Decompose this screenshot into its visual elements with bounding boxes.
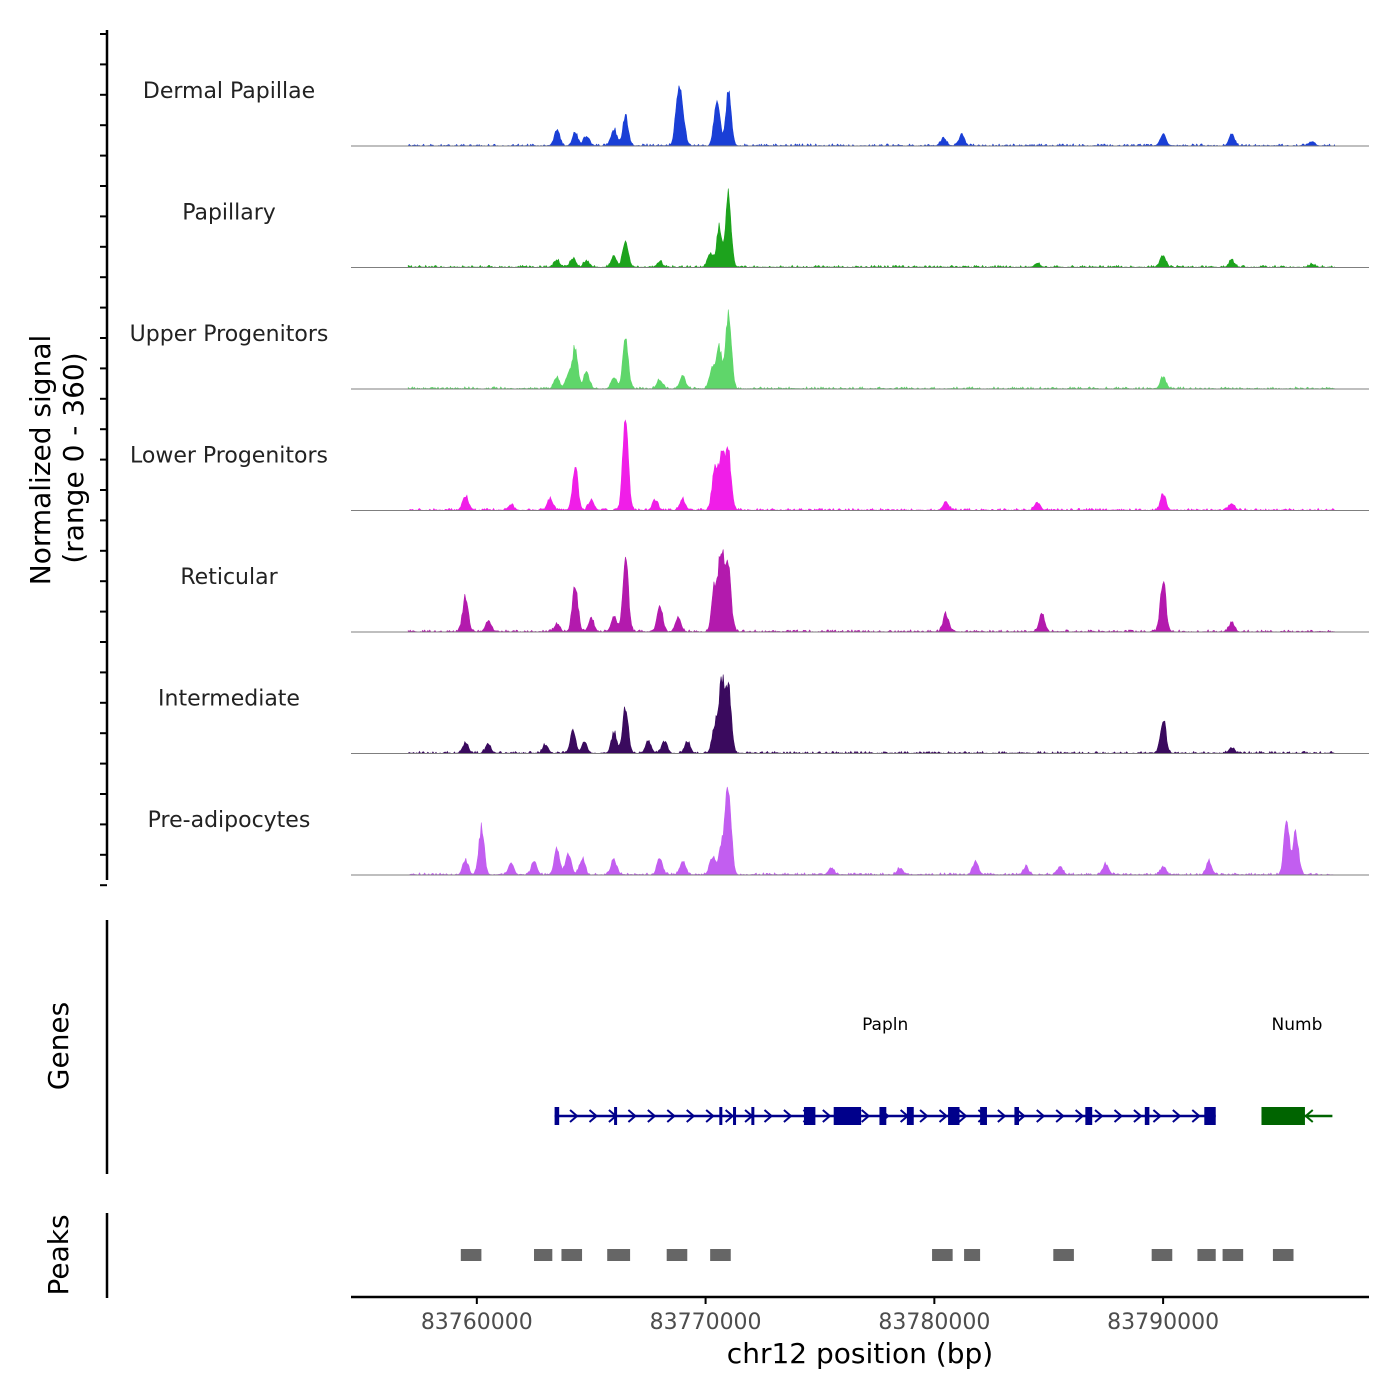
gene-arrow-0-11 [763, 1109, 774, 1123]
gene-arrow-1-2 [1304, 1109, 1314, 1123]
peak-region-9 [1151, 1249, 1173, 1261]
peak-region-8 [1053, 1249, 1074, 1261]
track-area-6 [408, 786, 1335, 876]
genes-track-title: Genes [42, 1002, 75, 1090]
gene-arrow-0-30 [1133, 1109, 1143, 1123]
track-label-5: Intermediate [158, 687, 300, 712]
track-1: Papillary [182, 188, 1369, 269]
gene-label-1: Numb [1272, 1015, 1323, 1035]
track-label-4: Reticular [180, 565, 278, 590]
track-area-3 [408, 419, 1336, 512]
track-area-4 [407, 549, 1335, 633]
gene-arrow-0-31 [1152, 1109, 1162, 1123]
gene-exon-0-13 [1144, 1107, 1150, 1125]
x-axis-title: chr12 position (bp) [727, 1337, 993, 1370]
track-area-5 [407, 674, 1335, 755]
track-5: Intermediate [158, 674, 1369, 755]
gene-arrow-0-25 [1036, 1109, 1046, 1123]
track-3: Lower Progenitors [130, 419, 1369, 512]
track-0: Dermal Papillae [143, 79, 1369, 147]
track-area-1 [407, 188, 1335, 269]
peak-region-1 [534, 1249, 553, 1261]
gene-exon-0-14 [1204, 1107, 1216, 1125]
gene-label-0: Papln [862, 1015, 908, 1035]
track-4: Reticular [180, 549, 1369, 633]
gene-arrow-0-6 [666, 1109, 676, 1123]
peak-region-7 [964, 1249, 981, 1261]
gene-0: Papln [554, 1015, 1216, 1125]
gene-exon-0-2 [719, 1107, 723, 1125]
peak-region-5 [710, 1249, 731, 1261]
gene-exon-0-11 [1014, 1107, 1019, 1125]
track-label-3: Lower Progenitors [130, 444, 328, 469]
coverage-tracks: Dermal Papillae Papillary Upper Progenitor… [130, 79, 1369, 876]
gene-arrow-0-23 [997, 1109, 1007, 1123]
peak-region-2 [561, 1249, 583, 1261]
gene-exon-0-6 [833, 1107, 862, 1125]
x-tick-label-0: 83760000 [421, 1310, 533, 1335]
peak-region-3 [607, 1249, 631, 1261]
track-area-2 [407, 309, 1335, 390]
y-axis-title-line1: Normalized signal [24, 335, 57, 586]
track-area-0 [407, 85, 1335, 147]
gene-arrow-0-16 [861, 1109, 871, 1123]
gene-exon-0-3 [733, 1107, 737, 1125]
gene-arrow-0-27 [1074, 1109, 1085, 1123]
track-6: Pre-adipocytes [148, 786, 1369, 876]
gene-1: Numb [1261, 1015, 1333, 1125]
gene-exon-0-9 [948, 1107, 960, 1125]
track-2: Upper Progenitors [130, 309, 1369, 390]
gene-exon-0-12 [1085, 1107, 1093, 1125]
gene-arrow-0-32 [1172, 1109, 1182, 1123]
gene-arrow-0-9 [724, 1109, 735, 1123]
gene-exon-0-4 [751, 1107, 755, 1125]
gene-arrow-0-20 [938, 1109, 949, 1123]
peak-region-4 [666, 1249, 688, 1261]
gene-exon-0-0 [554, 1107, 560, 1125]
coverage-y-ticks [100, 33, 107, 887]
gene-arrow-0-29 [1113, 1109, 1124, 1123]
track-label-0: Dermal Papillae [143, 79, 315, 104]
gene-arrow-0-14 [822, 1109, 832, 1123]
peak-region-10 [1197, 1249, 1216, 1261]
gene-exon-0-1 [614, 1107, 618, 1125]
gene-arrow-0-28 [1094, 1109, 1104, 1123]
gene-exon-0-8 [906, 1107, 914, 1125]
gene-arrow-0-24 [1016, 1109, 1026, 1123]
gene-arrow-0-2 [588, 1109, 599, 1123]
gene-arrow-0-21 [958, 1109, 968, 1123]
peaks-track-title: Peaks [42, 1214, 75, 1295]
gene-arrow-0-26 [1055, 1109, 1065, 1123]
gene-arrow-0-1 [569, 1109, 579, 1123]
gene-exon-1-0 [1261, 1107, 1305, 1125]
gene-arrow-0-19 [919, 1109, 929, 1123]
track-label-1: Papillary [182, 201, 276, 226]
gene-exon-0-10 [980, 1107, 987, 1125]
gene-arrow-0-4 [627, 1109, 637, 1123]
gene-annotation-track: Papln Numb [554, 1015, 1333, 1125]
x-tick-label-3: 83790000 [1107, 1310, 1219, 1335]
x-tick-label-1: 83770000 [650, 1310, 762, 1335]
peak-region-11 [1222, 1249, 1244, 1261]
gene-arrow-0-12 [783, 1109, 793, 1123]
peak-region-12 [1272, 1249, 1294, 1261]
x-tick-label-2: 83780000 [878, 1310, 990, 1335]
track-label-6: Pre-adipocytes [148, 808, 311, 833]
gene-exon-0-7 [879, 1107, 887, 1125]
peak-region-6 [932, 1249, 953, 1261]
gene-arrow-0-5 [647, 1109, 657, 1123]
peak-region-0 [460, 1249, 482, 1261]
gene-exon-0-5 [803, 1107, 816, 1125]
gene-arrow-0-7 [686, 1109, 696, 1123]
gene-arrow-0-33 [1191, 1109, 1201, 1123]
gene-arrow-0-8 [705, 1109, 715, 1123]
y-axis-title-line2: (range 0 - 360) [57, 352, 90, 563]
peak-regions-track [460, 1249, 1294, 1261]
x-axis-ticks: 83760000 83770000 83780000 83790000 [421, 1297, 1219, 1335]
track-label-2: Upper Progenitors [130, 322, 329, 347]
